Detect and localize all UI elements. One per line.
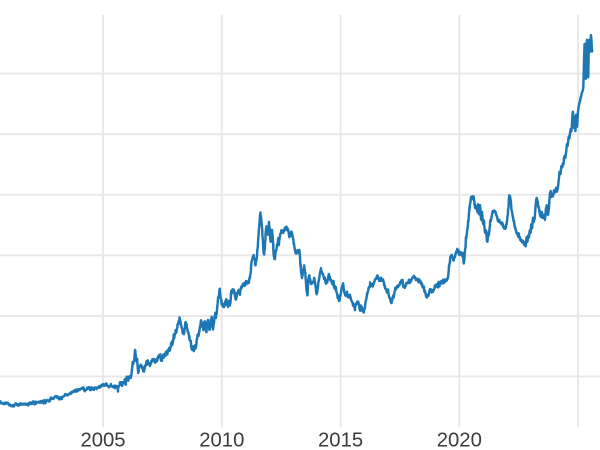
svg-text:2015: 2015: [318, 430, 363, 450]
svg-text:2020: 2020: [437, 430, 482, 450]
svg-text:2005: 2005: [80, 430, 125, 450]
svg-text:2010: 2010: [199, 430, 244, 450]
